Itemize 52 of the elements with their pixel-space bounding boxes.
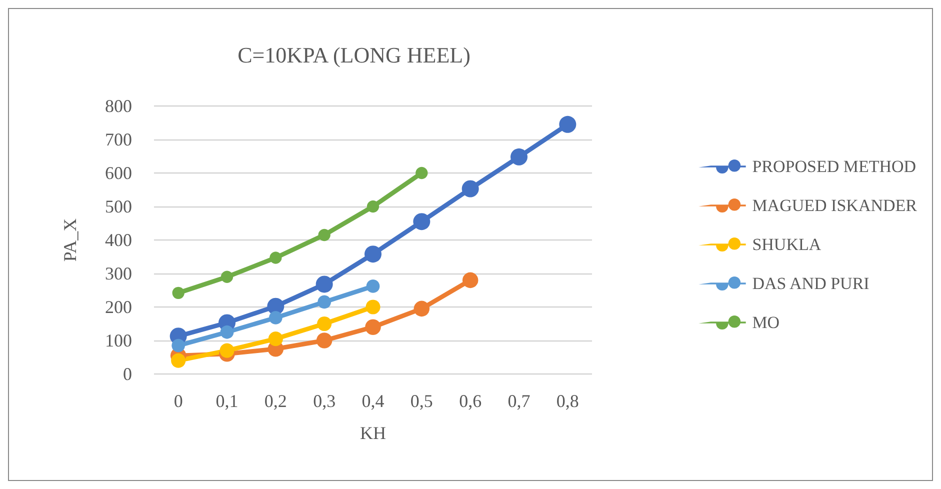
- x-tick-label: 0: [174, 391, 183, 411]
- point: [366, 280, 380, 293]
- point: [413, 213, 430, 230]
- y-tick-label: 500: [105, 196, 132, 216]
- legend-label: SHUKLA: [752, 235, 822, 254]
- legend-label: MO: [752, 313, 780, 332]
- y-tick-label: 200: [105, 297, 132, 317]
- point: [416, 166, 428, 180]
- y-tick-label: 600: [105, 163, 132, 183]
- point: [462, 180, 479, 198]
- point: [268, 311, 282, 324]
- point: [510, 148, 528, 166]
- point: [318, 228, 330, 242]
- point: [414, 300, 430, 317]
- x-tick-label: 0,1: [216, 391, 238, 411]
- y-tick-label: 400: [105, 230, 132, 250]
- point: [317, 316, 332, 332]
- point: [316, 276, 333, 293]
- point: [172, 286, 184, 300]
- point: [365, 319, 381, 335]
- x-tick-label: 0,8: [556, 391, 579, 411]
- point: [220, 270, 234, 283]
- point: [172, 338, 186, 352]
- x-tick-label: 0,3: [313, 391, 336, 411]
- y-tick-label: 800: [105, 96, 132, 116]
- point: [366, 200, 380, 213]
- legend-label: MAGUED ISKANDER: [752, 196, 918, 215]
- x-tick-label: 0,6: [459, 391, 482, 411]
- point: [220, 325, 234, 339]
- y-axis-title: PA_X: [60, 218, 80, 262]
- x-tick-label: 0,4: [362, 391, 384, 411]
- x-tick-label: 0,7: [508, 391, 530, 411]
- point: [316, 332, 332, 348]
- legend-label: DAS AND PURI: [752, 274, 870, 293]
- point: [366, 300, 380, 314]
- x-tick-label: 0,2: [264, 391, 287, 411]
- point: [270, 252, 282, 264]
- y-tick-label: 100: [105, 330, 132, 350]
- x-tick-label: 0,5: [410, 391, 433, 411]
- y-tick-label: 700: [105, 130, 132, 150]
- point: [268, 332, 283, 346]
- point: [462, 272, 478, 288]
- chart-title: C=10KPA (LONG HEEL): [238, 42, 470, 68]
- x-axis-title: KH: [360, 423, 386, 443]
- point: [220, 343, 234, 358]
- point: [364, 246, 382, 263]
- y-tick-label: 0: [123, 364, 132, 384]
- point: [318, 295, 332, 309]
- legend-label: PROPOSED METHOD: [752, 157, 916, 176]
- point: [559, 116, 576, 133]
- y-tick-label: 300: [105, 264, 132, 284]
- point: [171, 353, 186, 368]
